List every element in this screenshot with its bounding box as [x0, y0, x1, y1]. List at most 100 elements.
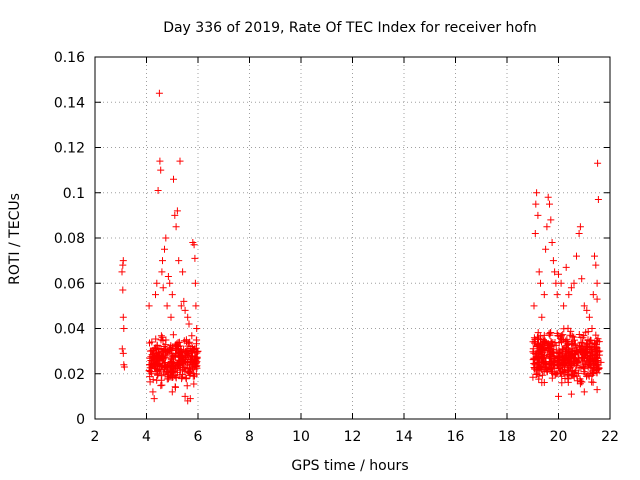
- data-point: [563, 335, 571, 343]
- data-point: [155, 89, 163, 97]
- data-point: [554, 354, 562, 362]
- data-point: [575, 230, 583, 237]
- data-point: [188, 332, 196, 340]
- data-point: [148, 357, 156, 365]
- data-point: [588, 325, 596, 332]
- data-point: [164, 273, 172, 280]
- y-tick-label: 0.1: [63, 186, 85, 202]
- data-point: [163, 363, 171, 370]
- data-point: [149, 388, 157, 396]
- data-point: [164, 371, 172, 379]
- data-point: [557, 362, 565, 370]
- grid-lines: [95, 57, 610, 419]
- data-point: [146, 347, 154, 355]
- data-point: [553, 291, 561, 299]
- data-point: [192, 370, 200, 378]
- y-tick-label: 0.06: [54, 276, 85, 292]
- data-point: [185, 369, 193, 377]
- data-point: [146, 339, 153, 347]
- data-point: [154, 371, 162, 379]
- data-point: [542, 359, 550, 367]
- data-point: [586, 340, 594, 348]
- data-point: [560, 361, 568, 368]
- data-point: [593, 346, 601, 354]
- data-point: [175, 338, 183, 346]
- data-point: [159, 337, 167, 345]
- data-point: [162, 336, 170, 344]
- data-point: [175, 362, 183, 370]
- data-point: [535, 335, 542, 343]
- data-point: [118, 345, 126, 353]
- y-tick-label: 0: [76, 412, 85, 428]
- x-tick-label: 6: [194, 429, 203, 445]
- data-point: [177, 302, 185, 310]
- data-point: [543, 223, 551, 231]
- data-point: [592, 367, 600, 375]
- data-point: [185, 320, 193, 328]
- plot-frame: [94, 56, 611, 420]
- data-point: [533, 342, 541, 350]
- data-point: [162, 234, 170, 242]
- data-point: [567, 353, 575, 361]
- data-points: [118, 89, 605, 405]
- data-point: [161, 245, 168, 253]
- data-point: [534, 329, 542, 337]
- data-point: [544, 193, 552, 201]
- y-tick-label: 0.16: [54, 50, 85, 66]
- data-point: [159, 257, 166, 265]
- data-point: [534, 333, 541, 341]
- data-point: [589, 291, 597, 299]
- data-point: [583, 372, 590, 380]
- data-point: [171, 341, 179, 349]
- data-point: [534, 356, 541, 364]
- data-point: [168, 388, 176, 396]
- data-point: [152, 335, 160, 343]
- data-point: [551, 368, 559, 376]
- data-point: [535, 268, 543, 276]
- data-point: [119, 257, 127, 265]
- data-point: [119, 286, 127, 294]
- y-tick-label: 0.02: [54, 367, 85, 383]
- data-point: [154, 187, 162, 194]
- y-tick-label: 0.14: [54, 95, 85, 111]
- data-point: [557, 279, 565, 287]
- data-point: [168, 291, 176, 299]
- data-point: [167, 313, 175, 321]
- data-point: [548, 374, 556, 382]
- data-point: [187, 357, 195, 365]
- data-point: [580, 302, 588, 310]
- data-point: [593, 295, 601, 303]
- data-point: [551, 268, 559, 276]
- data-point: [172, 223, 180, 231]
- data-point: [578, 275, 586, 283]
- data-point: [583, 352, 591, 360]
- data-point: [569, 371, 577, 379]
- data-point: [568, 361, 575, 369]
- data-point: [570, 279, 578, 287]
- data-point: [587, 337, 595, 344]
- data-point: [533, 189, 541, 197]
- data-point: [575, 364, 583, 372]
- data-point: [560, 302, 568, 310]
- data-point: [540, 379, 548, 386]
- data-point: [182, 374, 190, 382]
- data-point: [594, 159, 602, 167]
- data-point: [160, 343, 168, 350]
- data-point: [181, 368, 189, 376]
- x-tick-label: 14: [395, 429, 413, 445]
- data-point: [545, 330, 553, 338]
- data-point: [556, 358, 564, 366]
- data-point: [190, 380, 198, 388]
- data-point: [547, 338, 555, 346]
- data-point: [550, 346, 558, 354]
- data-point: [582, 328, 590, 336]
- data-point: [540, 291, 548, 299]
- x-tick-label: 2: [91, 429, 100, 445]
- data-point: [191, 362, 199, 370]
- data-point: [594, 338, 601, 346]
- data-point: [554, 332, 562, 340]
- y-tick-label: 0.04: [54, 322, 85, 338]
- data-point: [153, 279, 161, 287]
- data-point: [547, 216, 555, 224]
